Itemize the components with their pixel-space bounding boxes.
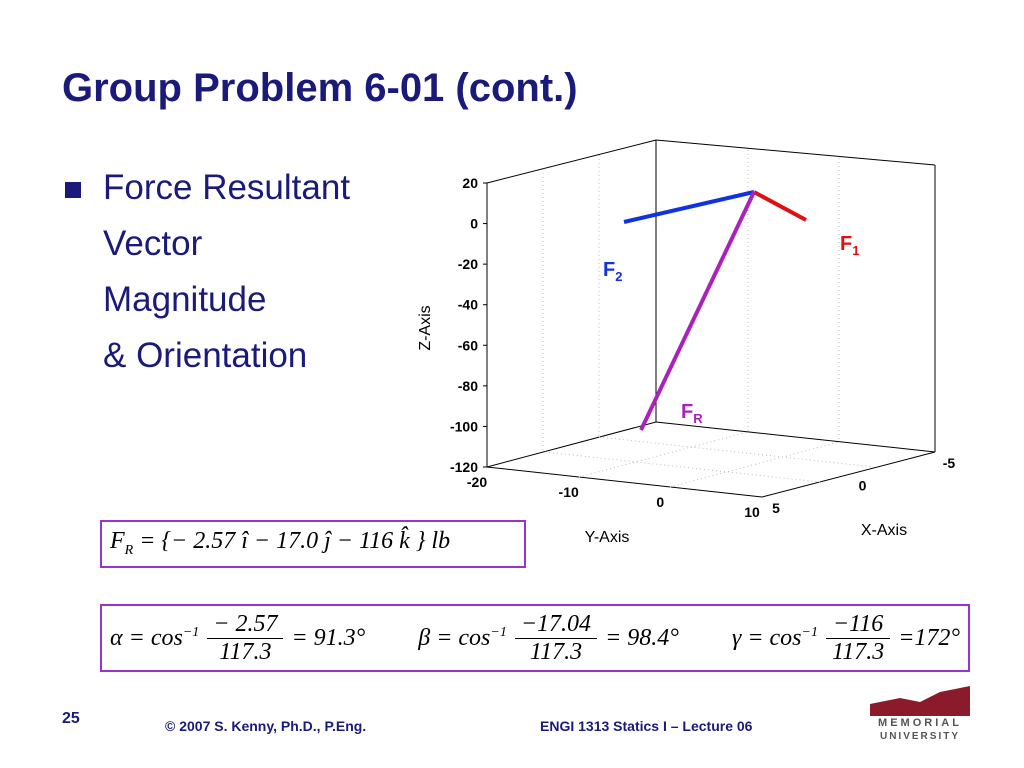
resultant-equation: FR = {− 2.57 î − 17.0 ĵ − 116 k̂ } lb — [100, 520, 526, 568]
z-tick-label: 0 — [470, 216, 478, 232]
z-tick-label: -40 — [458, 297, 478, 313]
numerator: − 2.57 — [207, 611, 284, 639]
denominator: 117.3 — [831, 638, 885, 665]
operator: = — [747, 624, 764, 651]
expression: = {− 2.57 î − 17.0 ĵ − 116 k̂ } — [139, 528, 426, 554]
operator: = — [128, 624, 145, 651]
copyright: © 2007 S. Kenny, Ph.D., P.Eng. — [165, 718, 367, 734]
axis-label: Z-Axis — [417, 305, 434, 350]
function: cos−1 — [769, 624, 818, 651]
exponent: −1 — [490, 624, 507, 640]
bullet-line: & Orientation — [103, 336, 308, 375]
logo-text: UNIVERSITY — [880, 731, 960, 742]
symbol: α — [110, 624, 123, 651]
result: = 98.4° — [605, 624, 679, 651]
logo-text: MEMORIAL — [878, 717, 962, 729]
denominator: 117.3 — [219, 638, 272, 665]
bullet-line: Vector — [103, 224, 203, 263]
x-tick-label: 5 — [772, 500, 780, 516]
logo: MEMORIAL UNIVERSITY — [870, 686, 970, 742]
fraction: −116 117.3 — [825, 611, 891, 666]
axis-label: X-Axis — [861, 522, 907, 539]
denominator: 117.3 — [529, 638, 583, 665]
z-tick-label: 20 — [462, 175, 478, 191]
bullet-line: Magnitude — [103, 280, 267, 319]
y-tick-label: -10 — [559, 484, 579, 500]
z-tick-label: -60 — [458, 337, 478, 353]
y-tick-label: 10 — [744, 504, 760, 520]
symbol: β — [418, 624, 431, 651]
grid — [542, 150, 875, 488]
numerator: −17.04 — [514, 611, 598, 639]
x-tick-label: 0 — [859, 478, 867, 494]
subscript: R — [124, 542, 134, 558]
angle-equation: γ = cos−1 −116 117.3 =172° — [732, 611, 960, 666]
vector-label: FR — [681, 401, 703, 426]
symbol: F — [110, 528, 125, 554]
vector-fr — [639, 191, 756, 431]
function: cos−1 — [458, 624, 507, 651]
function: cos−1 — [150, 624, 200, 651]
y-tick-label: 0 — [656, 494, 664, 510]
page-number: 25 — [62, 710, 80, 727]
numerator: −116 — [825, 611, 891, 639]
vector-label: F2 — [603, 259, 622, 284]
z-tick-label: -120 — [450, 459, 478, 475]
angle-equations: α = cos−1− 2.57 117.3 = 91.3° β = cos−1 −17.04 11… — [100, 604, 970, 672]
angle-equation: β = cos−1 −17.04 117.3 = 98.4° — [418, 611, 679, 666]
fraction: − 2.57 117.3 — [207, 611, 284, 666]
vector-f2 — [623, 190, 755, 224]
vector-label: F1 — [840, 233, 859, 258]
axis-label: Y-Axis — [585, 529, 630, 546]
slide-title: Group Problem 6-01 (cont.) — [62, 66, 578, 110]
course: ENGI 1313 Statics I – Lecture 06 — [540, 718, 753, 734]
fraction: −17.04 117.3 — [514, 611, 598, 666]
y-tick-label: -20 — [467, 474, 487, 490]
vector-f1 — [753, 190, 807, 222]
x-tick-label: -5 — [943, 455, 956, 471]
bullet-line: Force Resultant — [103, 168, 351, 207]
operator: = — [436, 624, 453, 651]
symbol: γ — [731, 624, 742, 651]
z-tick-label: -20 — [458, 256, 478, 272]
exponent: −1 — [182, 624, 200, 640]
angle-equation: α = cos−1 − 2.57 117.3 = 91.3° — [110, 611, 365, 666]
z-tick-label: -80 — [458, 378, 478, 394]
result: = 91.3° — [291, 624, 366, 651]
plot-box — [486, 139, 936, 498]
z-tick-label: -100 — [450, 418, 478, 434]
exponent: −1 — [801, 624, 818, 640]
result: =172° — [898, 624, 960, 651]
bullet-marker — [65, 182, 81, 198]
unit: lb — [431, 528, 451, 554]
